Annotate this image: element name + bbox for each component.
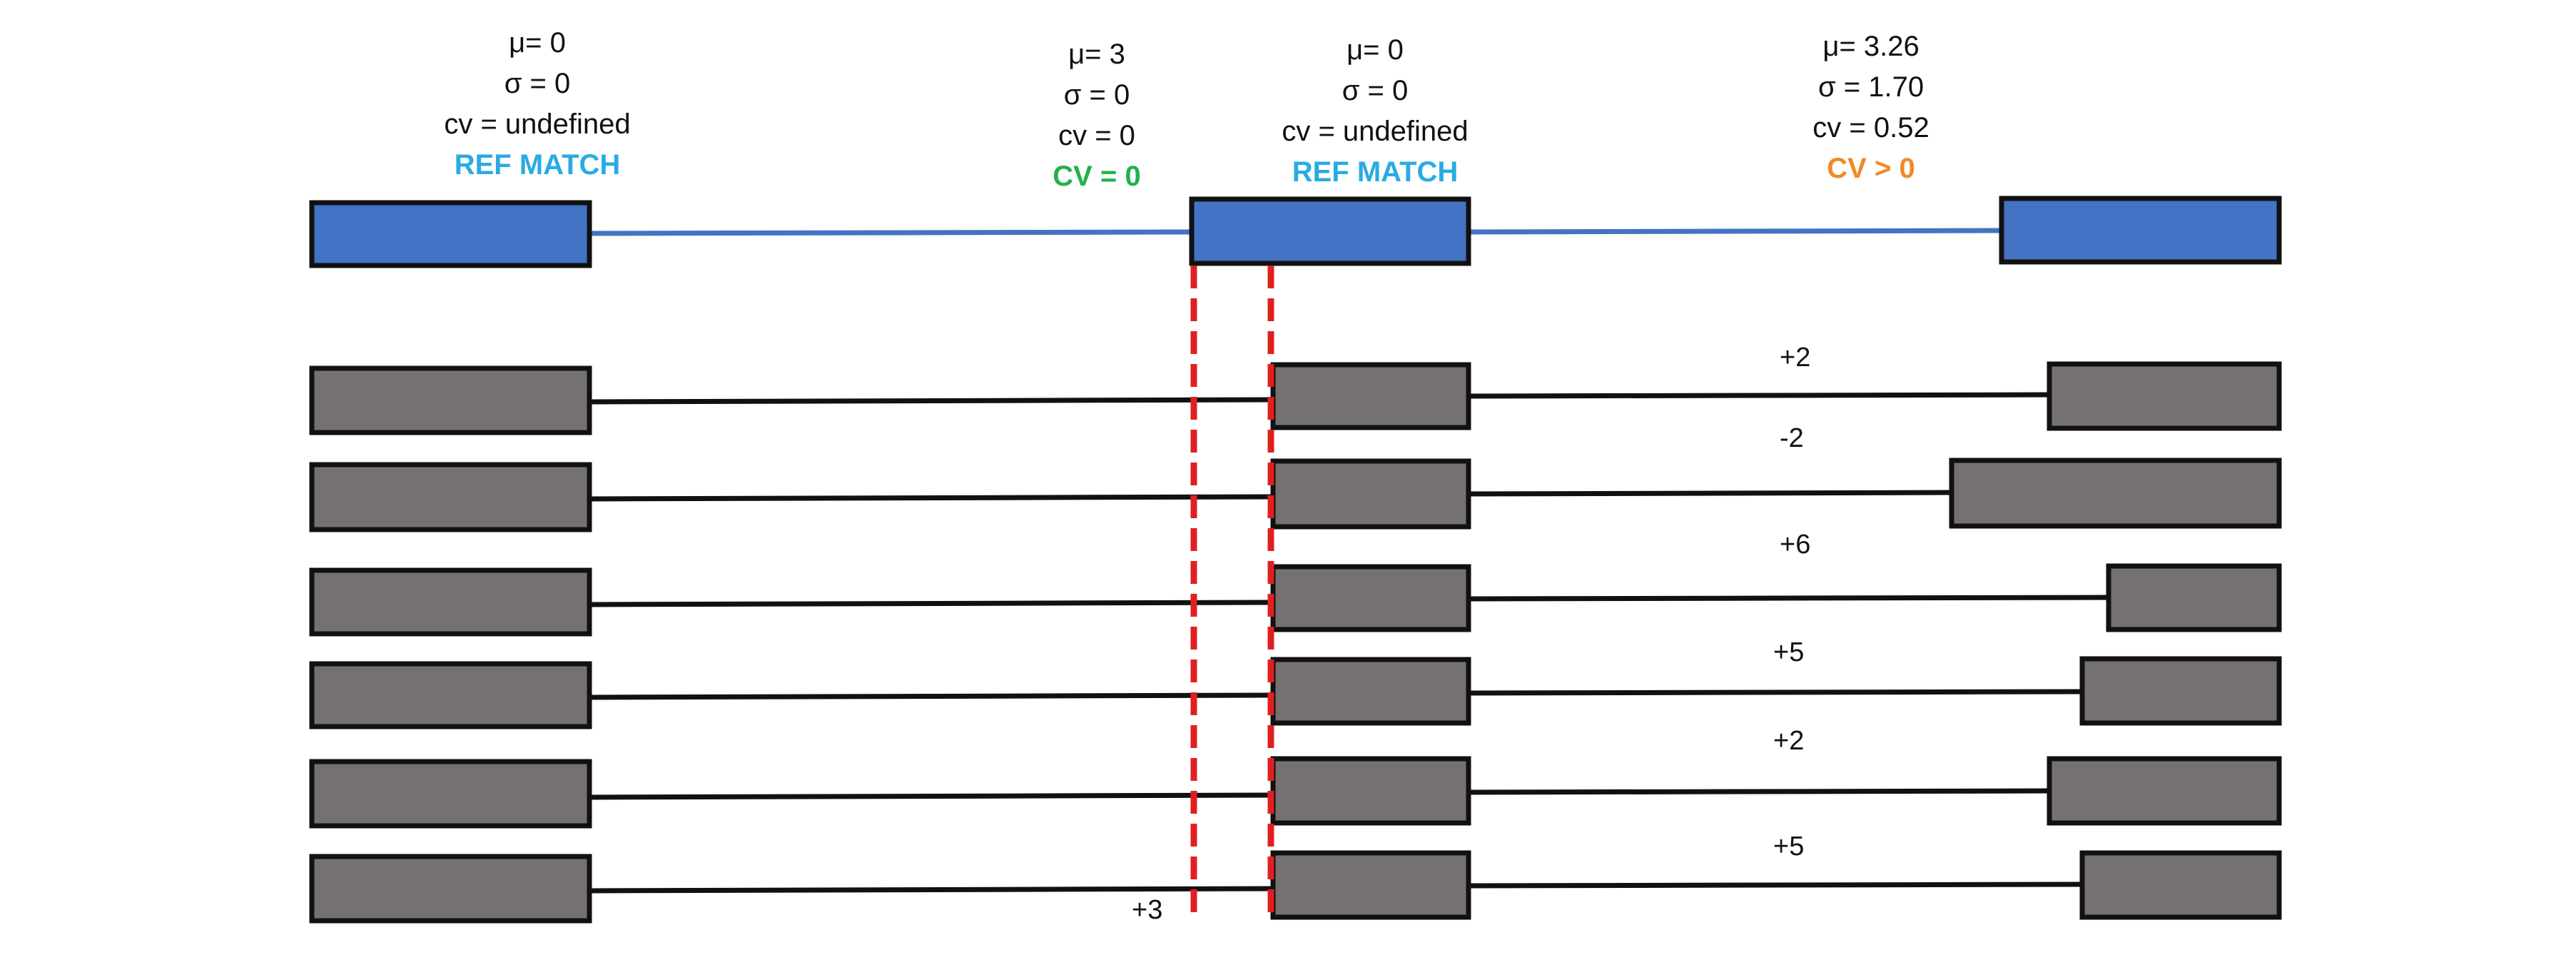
read-exon-2 bbox=[1270, 458, 1471, 530]
read-intron-line bbox=[589, 886, 1272, 894]
exon1-tag: REF MATCH bbox=[454, 149, 621, 181]
exon2-stats-label: μ= 0 σ = 0 cv = undefined REF MATCH bbox=[1190, 30, 1561, 193]
read-exon-3 bbox=[2047, 756, 2282, 826]
read-intron-line bbox=[1468, 788, 2050, 795]
exon1-sigma: σ = 0 bbox=[504, 68, 571, 99]
intron-start-sigma: σ = 0 bbox=[1063, 79, 1130, 111]
intron-start-tag: CV = 0 bbox=[1053, 161, 1141, 192]
read-exon-1 bbox=[309, 567, 592, 637]
reference-intron-line bbox=[1468, 228, 2002, 235]
read-exon-3 bbox=[2106, 563, 2282, 632]
read-intron-line bbox=[589, 792, 1272, 800]
read-intron-line bbox=[589, 494, 1272, 502]
read-intron-line bbox=[1468, 881, 2083, 889]
read-exon-2 bbox=[1270, 850, 1471, 920]
exon2-sigma: σ = 0 bbox=[1342, 75, 1409, 106]
exon3-cv: cv = 0.52 bbox=[1812, 112, 1930, 143]
exon1-cv: cv = undefined bbox=[444, 108, 631, 140]
read-intron-line bbox=[1468, 595, 2109, 602]
read-exon-1 bbox=[309, 365, 592, 435]
read-exon-2 bbox=[1270, 657, 1471, 726]
read-offset-label: +5 bbox=[1773, 637, 1805, 667]
read-exon-3 bbox=[2047, 361, 2282, 431]
read-exon-3 bbox=[2079, 656, 2282, 726]
intron-start-cv: cv = 0 bbox=[1058, 120, 1135, 151]
read-offset-label: +2 bbox=[1780, 343, 1811, 373]
read-exon-3 bbox=[1949, 458, 2282, 529]
read-exon-2 bbox=[1270, 564, 1471, 632]
exon2-cv: cv = undefined bbox=[1282, 116, 1469, 147]
read-intron-line bbox=[589, 397, 1272, 405]
read-exon-1 bbox=[309, 759, 592, 829]
read-offset-label: +6 bbox=[1780, 530, 1811, 560]
reference-intron-line bbox=[589, 229, 1192, 236]
read-exon-2 bbox=[1270, 756, 1471, 826]
exon3-mu: μ= 3.26 bbox=[1822, 31, 1920, 62]
read-intron-line bbox=[1468, 689, 2083, 696]
intron-shift-label: +3 bbox=[1132, 895, 1163, 925]
read-intron-line bbox=[589, 692, 1272, 700]
reference-exon-2 bbox=[1189, 196, 1471, 266]
read-intron-line bbox=[1468, 490, 1952, 497]
exon1-stats-label: μ= 0 σ = 0 cv = undefined REF MATCH bbox=[352, 23, 723, 186]
intron-start-stats-label: μ= 3 σ = 0 cv = 0 CV = 0 bbox=[911, 34, 1282, 197]
read-exon-2 bbox=[1270, 362, 1471, 430]
read-exon-1 bbox=[309, 854, 592, 924]
read-exon-3 bbox=[2079, 850, 2282, 920]
exon3-tag: CV > 0 bbox=[1827, 153, 1915, 184]
reference-exon-3 bbox=[1999, 196, 2282, 265]
intron-start-mu: μ= 3 bbox=[1068, 39, 1125, 70]
exon1-mu: μ= 0 bbox=[509, 27, 566, 59]
read-exon-1 bbox=[309, 661, 592, 729]
exon2-mu: μ= 0 bbox=[1347, 34, 1404, 66]
read-exon-1 bbox=[309, 462, 592, 532]
reference-exon-1 bbox=[309, 200, 592, 268]
read-offset-label: -2 bbox=[1780, 423, 1804, 453]
read-offset-label: +2 bbox=[1773, 726, 1805, 756]
exon3-sigma: σ = 1.70 bbox=[1817, 71, 1925, 103]
read-intron-line bbox=[1468, 392, 2050, 399]
read-offset-label: +5 bbox=[1773, 832, 1805, 862]
read-intron-line bbox=[589, 600, 1272, 607]
exon3-stats-label: μ= 3.26 σ = 1.70 cv = 0.52 CV > 0 bbox=[1685, 26, 2057, 189]
exon2-tag: REF MATCH bbox=[1292, 156, 1459, 188]
